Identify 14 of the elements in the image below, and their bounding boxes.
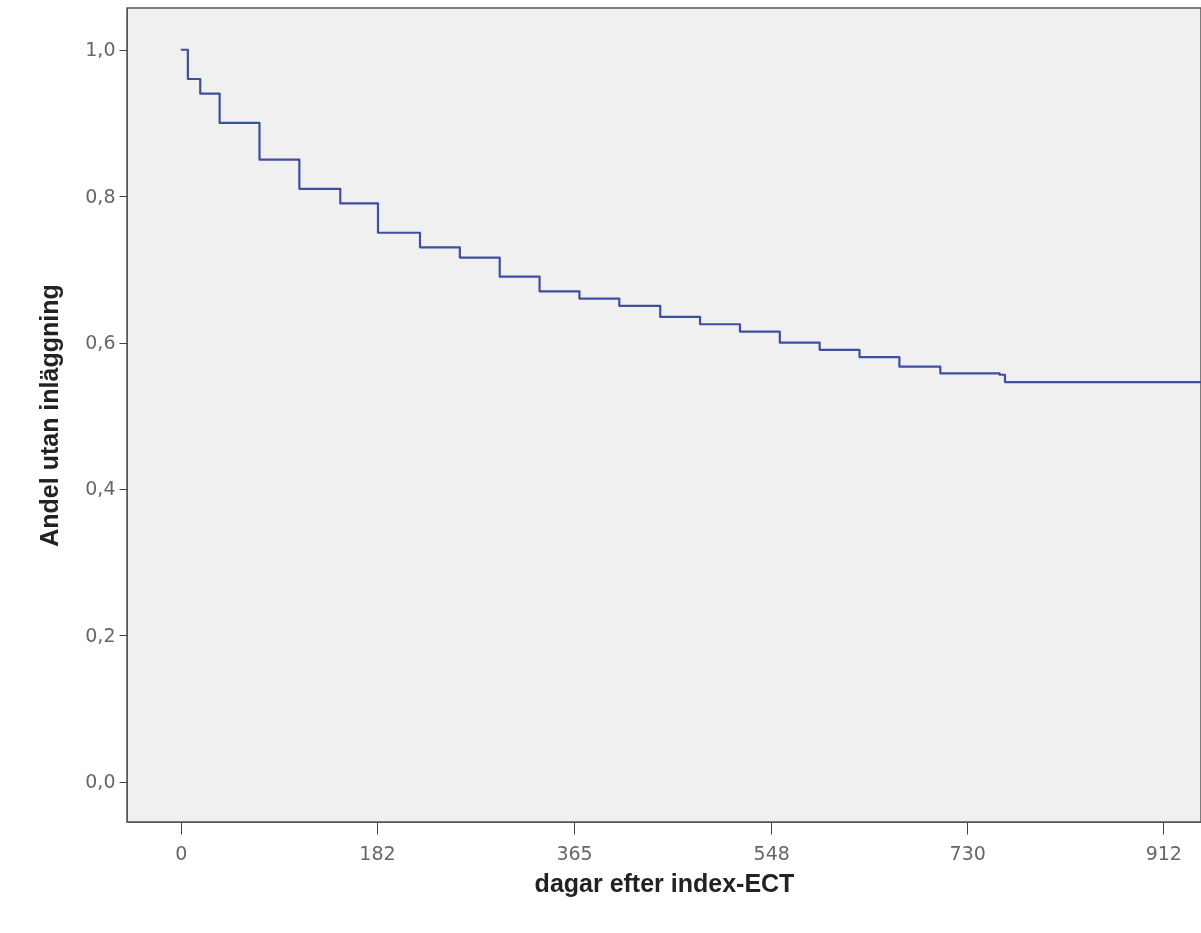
y-tick-label: 0,2 — [85, 623, 116, 646]
x-axis-title: dagar efter index-ECT — [534, 868, 795, 897]
x-tick-label: 912 — [1145, 841, 1182, 864]
x-tick-label: 182 — [359, 841, 396, 864]
x-tick-label: 730 — [949, 841, 986, 864]
y-tick-label: 1,0 — [85, 38, 116, 61]
y-tick-label: 0,4 — [85, 477, 116, 500]
y-tick-label: 0,8 — [85, 184, 116, 207]
x-tick-label: 365 — [556, 841, 593, 864]
y-tick-label: 0,6 — [85, 331, 116, 354]
y-tick-label: 0,0 — [85, 770, 116, 793]
x-tick-label: 0 — [175, 841, 188, 864]
x-tick-label: 548 — [753, 841, 790, 864]
y-axis-title: Andel utan inläggning — [35, 284, 64, 547]
